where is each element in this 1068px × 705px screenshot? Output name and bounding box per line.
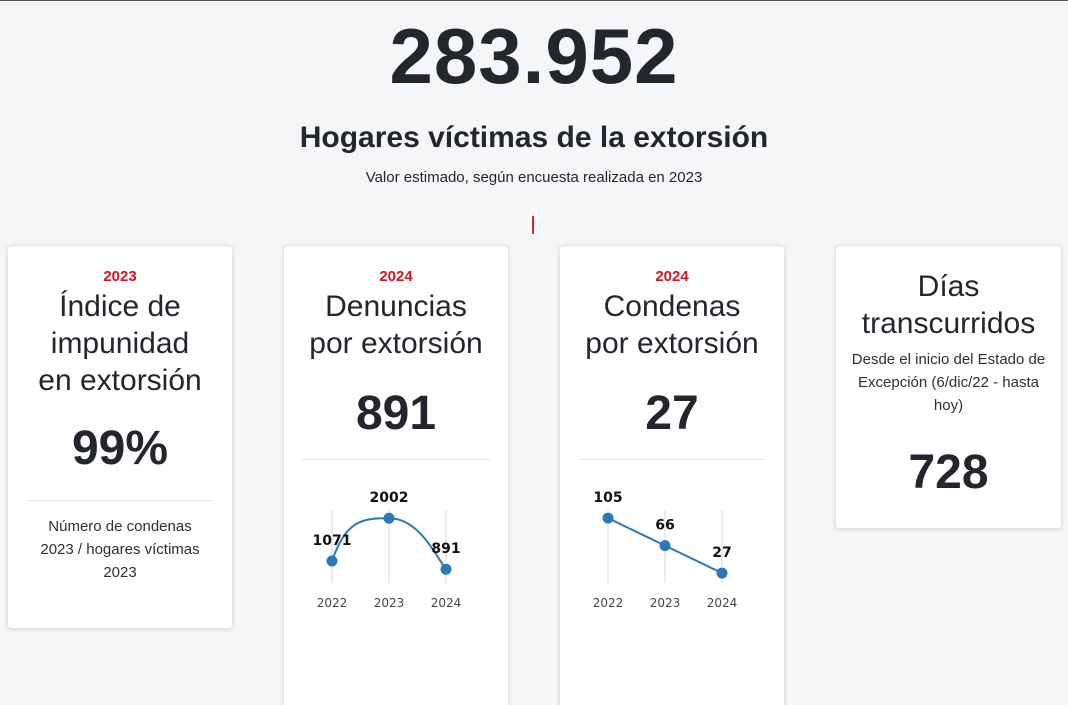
card-divider: [578, 459, 766, 460]
hero-subtitle: Valor estimado, según encuesta realizada…: [365, 169, 703, 186]
card-value: 891: [355, 387, 437, 440]
convictions-card: 2024 Condenas por extorsión 27 105 2022 66…: [559, 245, 785, 705]
data-label: 105: [593, 490, 622, 506]
complaints-card: 2024 Denuncias por extorsión 891 1071 202…: [283, 245, 509, 705]
card-value: 728: [908, 446, 989, 499]
card-title-line: transcurridos: [861, 307, 1036, 340]
impunity-card: 2023 Índice de impunidad en extorsión 99…: [7, 245, 233, 629]
days-elapsed-card: Días transcurridos Desde el inicio del E…: [835, 245, 1062, 529]
data-label: 2002: [370, 490, 409, 506]
data-label: 1071: [313, 533, 352, 549]
card-description: Desde el inicio del Estado de Excepción …: [851, 351, 1046, 414]
x-tick-label: 2024: [707, 596, 738, 610]
data-point: [602, 512, 614, 524]
x-tick-label: 2024: [431, 596, 462, 610]
data-label: 27: [712, 545, 731, 561]
card-title-line: impunidad: [50, 327, 190, 360]
card-title: Denuncias por extorsión: [284, 288, 508, 362]
card-title-line: Denuncias: [325, 290, 467, 323]
card-year: 2023: [103, 268, 137, 285]
complaints-line-chart: 1071 2022 2002 2023 891 2024: [313, 490, 462, 610]
convictions-line-chart: 105 2022 66 2023 27 2024: [593, 490, 738, 610]
card-year: 2024: [379, 268, 413, 285]
card-title: Índice de impunidad en extorsión: [8, 288, 232, 399]
data-point: [440, 563, 452, 575]
card-value: 99%: [71, 422, 169, 475]
data-label: 891: [431, 541, 460, 557]
data-point: [326, 555, 338, 567]
x-tick-label: 2022: [317, 596, 348, 610]
data-label: 66: [655, 518, 674, 534]
x-tick-label: 2023: [374, 596, 405, 610]
x-tick-label: 2023: [650, 596, 681, 610]
card-divider: [302, 459, 490, 460]
data-point: [716, 567, 728, 579]
x-tick-label: 2022: [593, 596, 624, 610]
card-year: 2024: [655, 268, 689, 285]
card-title: Días transcurridos: [836, 268, 1061, 342]
data-point: [383, 512, 395, 524]
hero-title: Hogares víctimas de la extorsión: [299, 121, 769, 154]
card-title-line: Días: [917, 270, 980, 303]
card-title-line: por extorsión: [585, 327, 759, 360]
card-value: 27: [645, 387, 699, 440]
red-divider-mark: [532, 216, 534, 234]
card-divider: [26, 500, 214, 501]
card-title: Condenas por extorsión: [560, 288, 784, 362]
card-title-line: en extorsión: [38, 364, 202, 397]
hero-number: 283.952: [389, 12, 679, 100]
card-title-line: por extorsión: [309, 327, 483, 360]
card-title-line: Condenas: [603, 290, 741, 323]
data-point: [659, 540, 671, 552]
card-title-line: Índice de: [59, 290, 181, 323]
card-description: Número de condenas 2023 / hogares víctim…: [40, 518, 200, 581]
